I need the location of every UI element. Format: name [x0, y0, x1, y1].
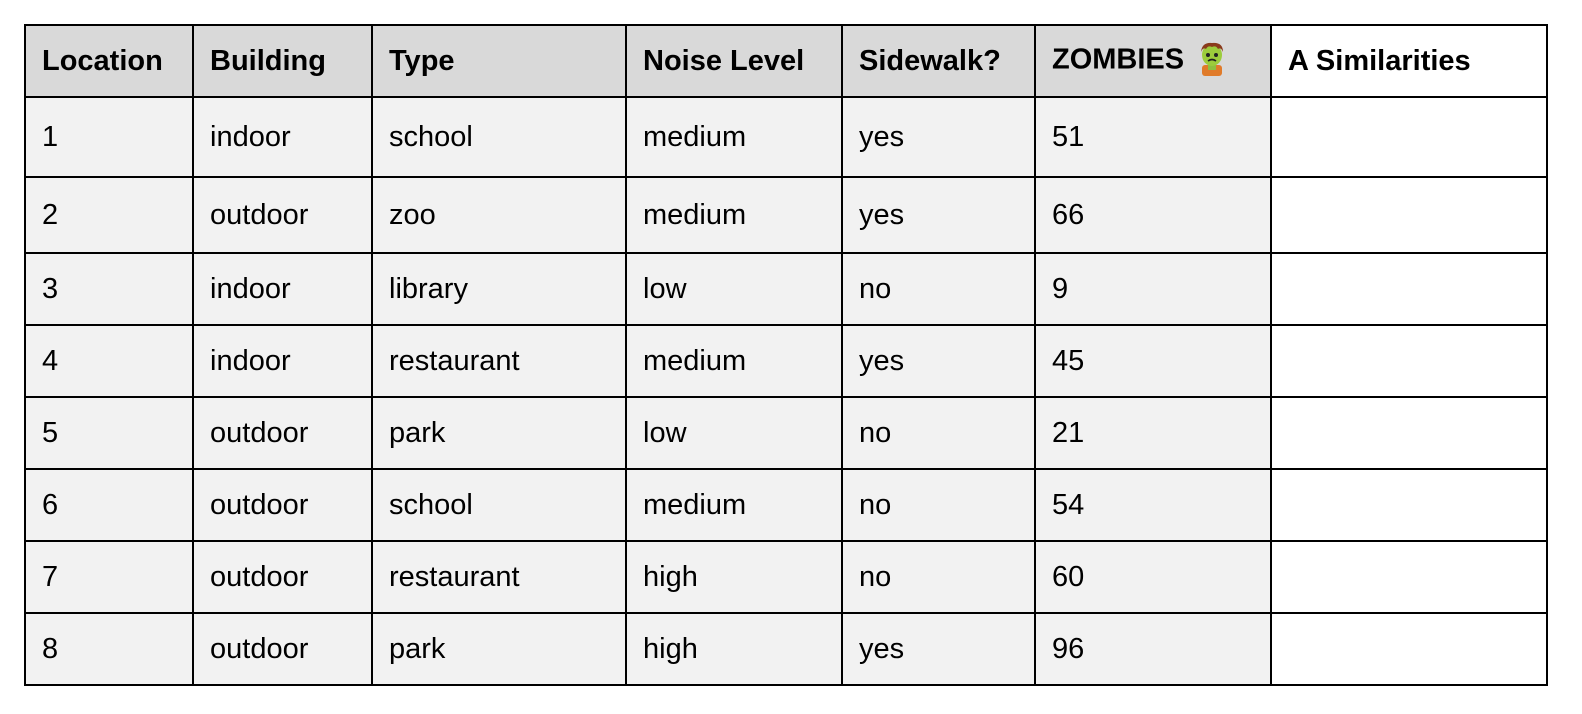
cell-type[interactable]: library — [371, 252, 627, 326]
cell-building[interactable]: indoor — [192, 324, 373, 398]
cell-similarities[interactable] — [1270, 176, 1548, 254]
cell-sidewalk[interactable]: no — [841, 396, 1036, 470]
cell-noise-level[interactable]: medium — [625, 468, 843, 542]
cell-zombies[interactable]: 45 — [1034, 324, 1272, 398]
cell-sidewalk[interactable]: yes — [841, 176, 1036, 254]
cell-similarities[interactable] — [1270, 540, 1548, 614]
cell-similarities[interactable] — [1270, 252, 1548, 326]
table-row: 4 indoor restaurant medium yes 45 — [24, 324, 1548, 398]
header-location[interactable]: Location — [24, 24, 194, 98]
cell-zombies[interactable]: 60 — [1034, 540, 1272, 614]
cell-location[interactable]: 5 — [24, 396, 194, 470]
cell-zombies[interactable]: 51 — [1034, 96, 1272, 178]
cell-zombies[interactable]: 96 — [1034, 612, 1272, 686]
header-building[interactable]: Building — [192, 24, 373, 98]
cell-similarities[interactable] — [1270, 468, 1548, 542]
cell-noise-level[interactable]: low — [625, 252, 843, 326]
cell-type[interactable]: school — [371, 96, 627, 178]
cell-noise-level[interactable]: medium — [625, 176, 843, 254]
cell-type[interactable]: zoo — [371, 176, 627, 254]
cell-noise-level[interactable]: medium — [625, 324, 843, 398]
cell-sidewalk[interactable]: no — [841, 468, 1036, 542]
cell-sidewalk[interactable]: yes — [841, 324, 1036, 398]
cell-zombies[interactable]: 21 — [1034, 396, 1272, 470]
table-row: 5 outdoor park low no 21 — [24, 396, 1548, 470]
table-row: 8 outdoor park high yes 96 — [24, 612, 1548, 686]
cell-building[interactable]: indoor — [192, 252, 373, 326]
cell-sidewalk[interactable]: yes — [841, 96, 1036, 178]
table-row: 1 indoor school medium yes 51 — [24, 96, 1548, 178]
cell-similarities[interactable] — [1270, 396, 1548, 470]
zombie-locations-table-wrap: Location Building Type Noise Level Sidew… — [24, 24, 1548, 686]
cell-zombies[interactable]: 66 — [1034, 176, 1272, 254]
header-type[interactable]: Type — [371, 24, 627, 98]
table-row: 7 outdoor restaurant high no 60 — [24, 540, 1548, 614]
cell-location[interactable]: 4 — [24, 324, 194, 398]
cell-building[interactable]: outdoor — [192, 612, 373, 686]
cell-type[interactable]: restaurant — [371, 324, 627, 398]
table-row: 2 outdoor zoo medium yes 66 — [24, 176, 1548, 254]
cell-similarities[interactable] — [1270, 96, 1548, 178]
cell-location[interactable]: 3 — [24, 252, 194, 326]
cell-type[interactable]: school — [371, 468, 627, 542]
cell-sidewalk[interactable]: no — [841, 252, 1036, 326]
cell-building[interactable]: outdoor — [192, 396, 373, 470]
header-zombies-label: ZOMBIES — [1052, 43, 1185, 76]
table-row: 6 outdoor school medium no 54 — [24, 468, 1548, 542]
cell-building[interactable]: outdoor — [192, 468, 373, 542]
cell-similarities[interactable] — [1270, 324, 1548, 398]
cell-type[interactable]: restaurant — [371, 540, 627, 614]
cell-building[interactable]: indoor — [192, 96, 373, 178]
cell-location[interactable]: 8 — [24, 612, 194, 686]
header-sidewalk[interactable]: Sidewalk? — [841, 24, 1036, 98]
table-row: 3 indoor library low no 9 — [24, 252, 1548, 326]
cell-location[interactable]: 1 — [24, 96, 194, 178]
cell-noise-level[interactable]: high — [625, 612, 843, 686]
cell-type[interactable]: park — [371, 612, 627, 686]
zombie-icon — [1201, 42, 1224, 76]
cell-sidewalk[interactable]: yes — [841, 612, 1036, 686]
cell-location[interactable]: 7 — [24, 540, 194, 614]
header-similarities[interactable]: A Similarities — [1270, 24, 1548, 98]
cell-sidewalk[interactable]: no — [841, 540, 1036, 614]
cell-zombies[interactable]: 54 — [1034, 468, 1272, 542]
cell-noise-level[interactable]: high — [625, 540, 843, 614]
cell-zombies[interactable]: 9 — [1034, 252, 1272, 326]
header-row: Location Building Type Noise Level Sidew… — [24, 24, 1548, 98]
cell-location[interactable]: 2 — [24, 176, 194, 254]
cell-noise-level[interactable]: medium — [625, 96, 843, 178]
cell-similarities[interactable] — [1270, 612, 1548, 686]
cell-building[interactable]: outdoor — [192, 540, 373, 614]
cell-type[interactable]: park — [371, 396, 627, 470]
header-zombies[interactable]: ZOMBIES — [1034, 24, 1272, 98]
cell-noise-level[interactable]: low — [625, 396, 843, 470]
cell-building[interactable]: outdoor — [192, 176, 373, 254]
zombie-locations-table: Location Building Type Noise Level Sidew… — [24, 24, 1548, 686]
header-noise-level[interactable]: Noise Level — [625, 24, 843, 98]
cell-location[interactable]: 6 — [24, 468, 194, 542]
